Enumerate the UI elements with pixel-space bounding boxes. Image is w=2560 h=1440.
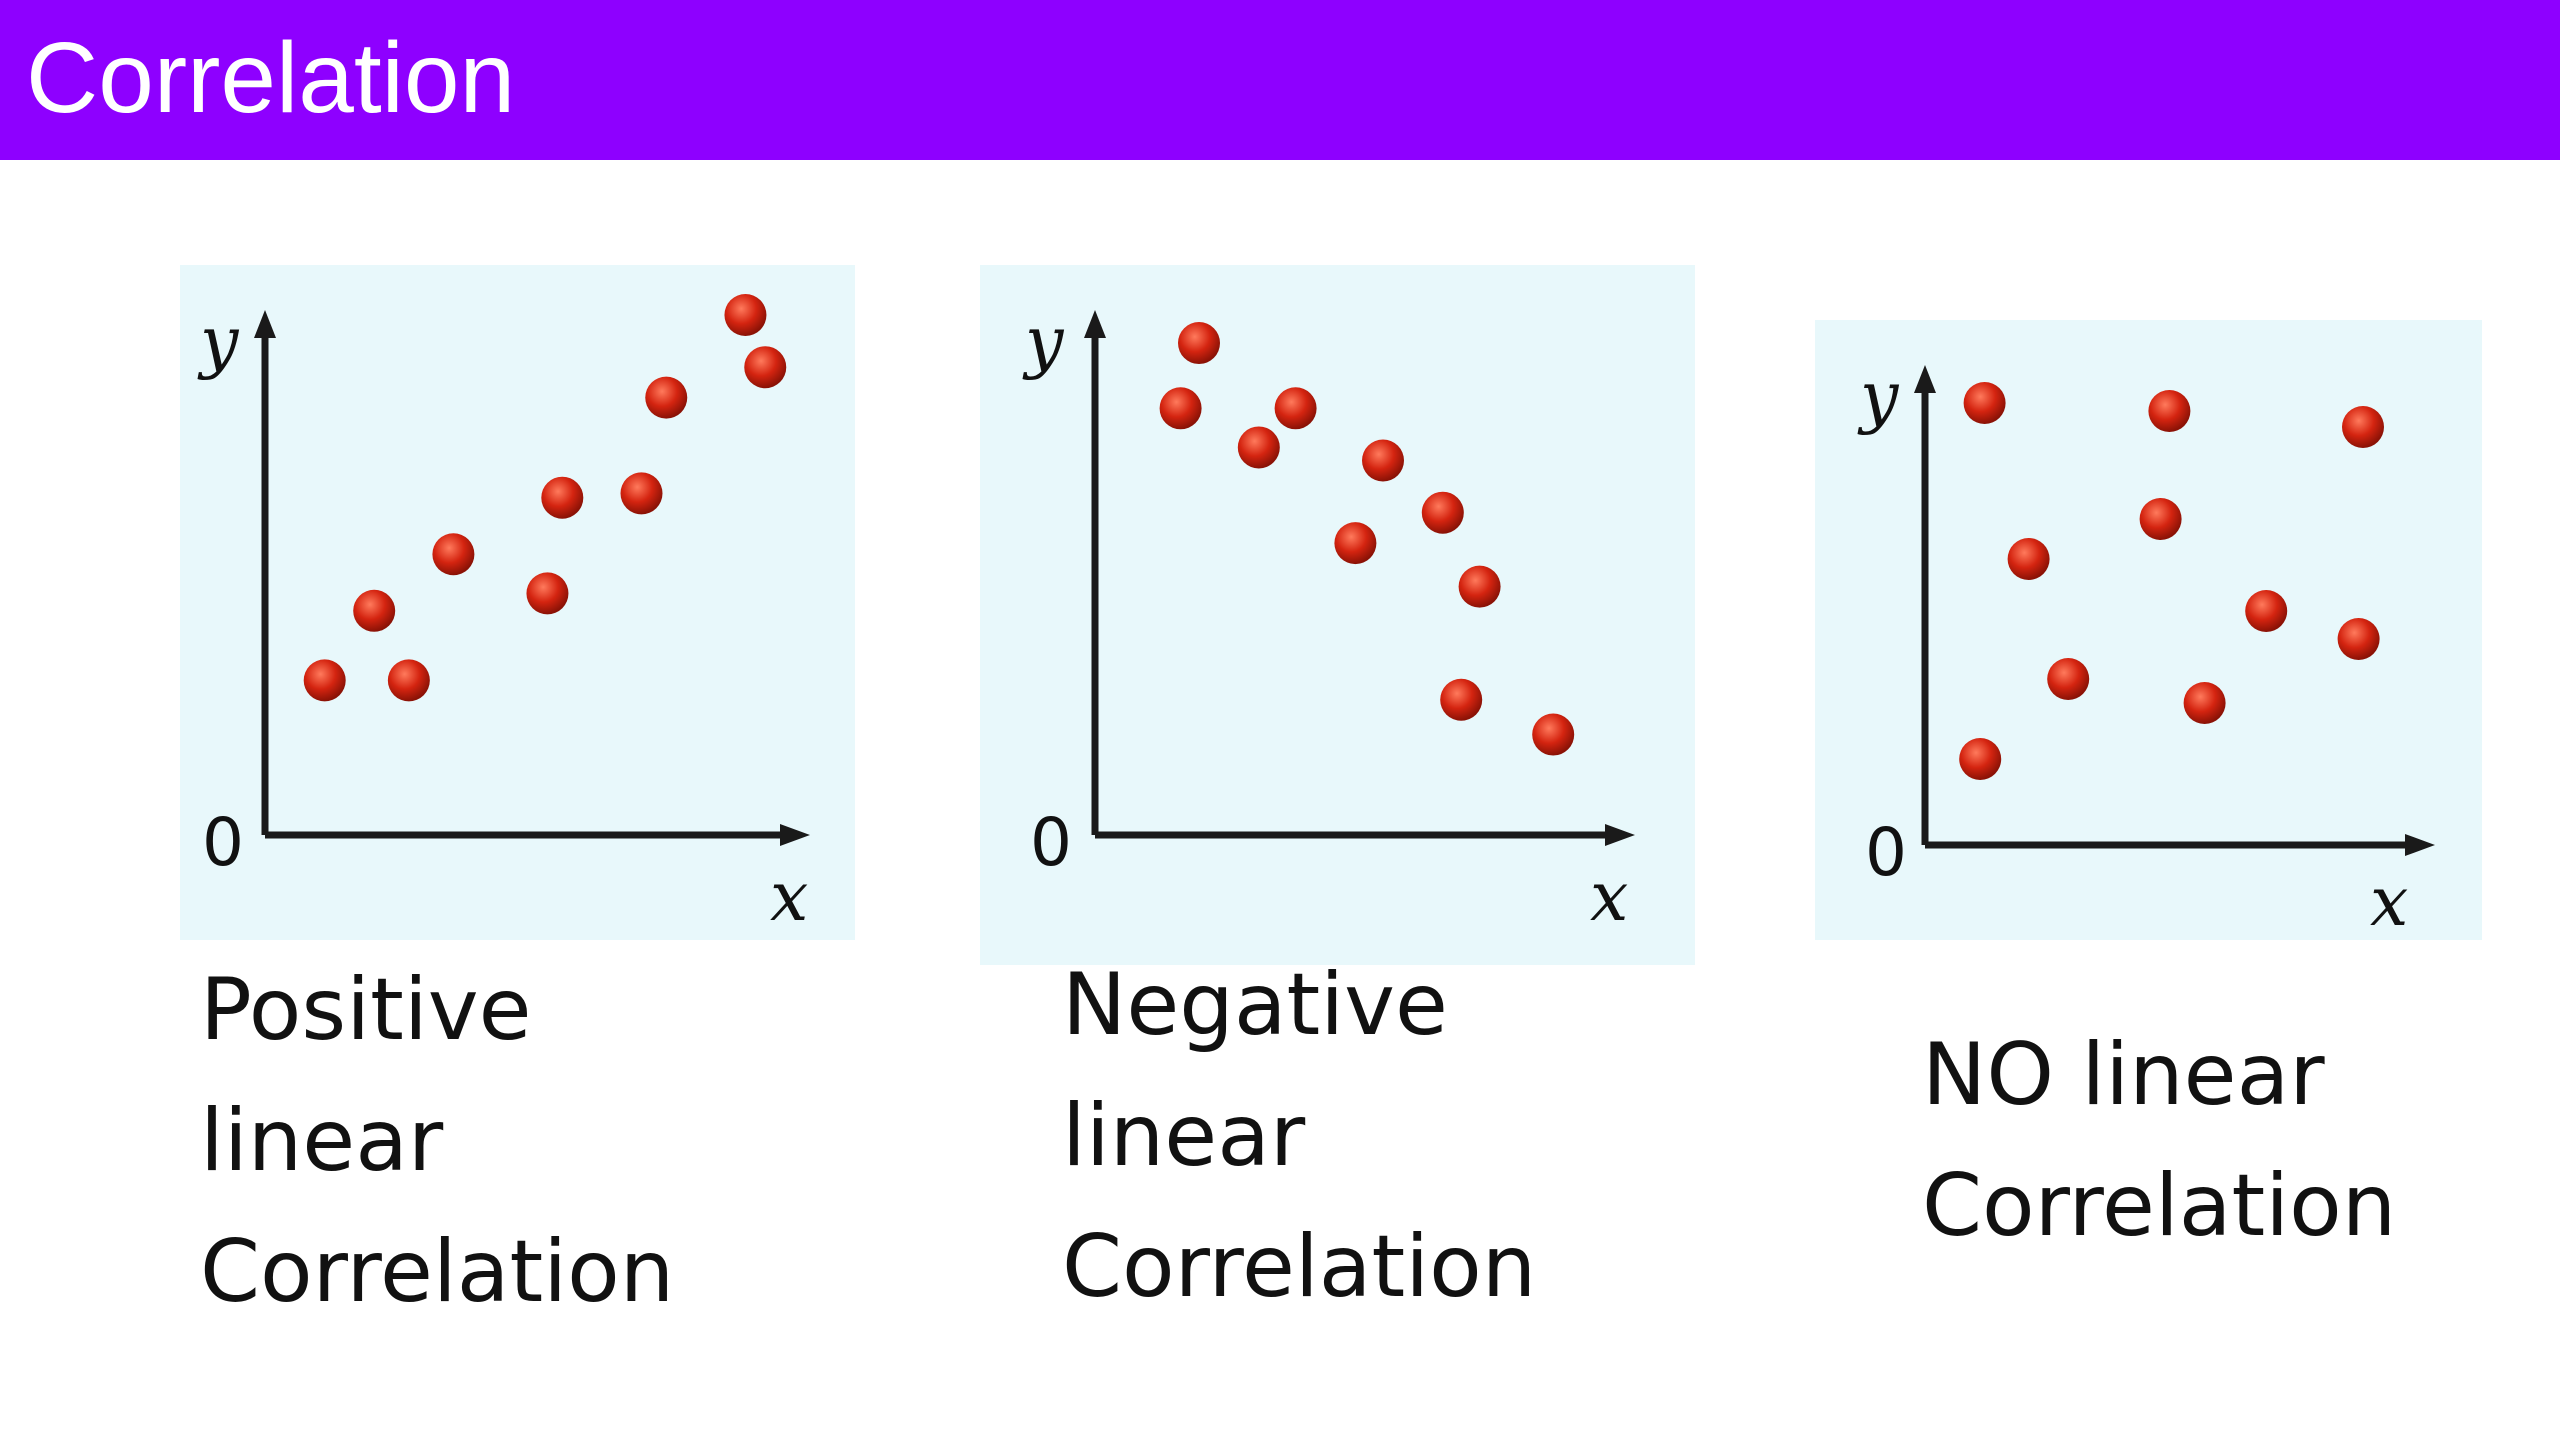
origin-label: 0 <box>1865 814 1907 891</box>
x-axis-arrow <box>1605 824 1635 846</box>
data-point <box>432 533 475 576</box>
data-point <box>1458 565 1501 608</box>
origin-label: 0 <box>1030 804 1072 881</box>
negative-correlation-chart: y x 0 <box>980 265 1695 965</box>
positive-correlation-chart: y x 0 <box>180 265 855 940</box>
data-point <box>526 572 569 615</box>
page-title: Correlation <box>26 22 516 134</box>
x-axis-arrow <box>2405 834 2435 856</box>
y-axis-arrow <box>1914 365 1936 393</box>
data-point <box>1421 491 1464 534</box>
y-axis-label: y <box>1857 358 1900 437</box>
caption-line: Positive <box>200 960 532 1060</box>
scatter-plot-svg: y x 0 <box>1815 320 2482 940</box>
data-point <box>387 659 430 702</box>
data-point <box>2245 590 2288 632</box>
x-axis-label: x <box>770 858 808 937</box>
y-axis-arrow <box>254 310 276 338</box>
caption-line: Negative <box>1062 955 1448 1055</box>
data-point <box>1362 439 1404 482</box>
plot-background <box>980 265 1695 965</box>
data-point <box>2047 658 2090 700</box>
no-correlation-chart: y x 0 <box>1815 320 2482 940</box>
data-point <box>2139 498 2182 540</box>
no-correlation-caption: NO linear Correlation <box>1922 1010 2396 1272</box>
data-point <box>1274 387 1317 430</box>
data-point <box>724 294 767 336</box>
data-point <box>1959 738 2002 780</box>
positive-correlation-caption: Positive linear Correlation <box>200 945 674 1338</box>
data-point <box>1963 382 2006 424</box>
x-axis-label: x <box>1590 858 1628 937</box>
caption-line: Correlation <box>1922 1156 2397 1256</box>
data-point <box>2183 682 2226 724</box>
plot-background <box>180 265 855 940</box>
data-point <box>620 472 663 515</box>
data-point <box>2342 406 2384 448</box>
data-point <box>2148 390 2191 432</box>
negative-correlation-caption: Negative linear Correlation <box>1062 940 1536 1333</box>
caption-line: Correlation <box>200 1222 675 1322</box>
data-point <box>2337 618 2380 660</box>
data-point <box>1159 387 1202 430</box>
y-axis-arrow <box>1084 310 1106 338</box>
y-axis-label: y <box>1022 303 1065 382</box>
scatter-plot-svg: y x 0 <box>180 265 855 940</box>
data-point <box>541 476 584 519</box>
data-point <box>1178 322 1220 365</box>
data-point <box>744 346 787 389</box>
data-point <box>1334 522 1377 565</box>
scatter-plot-svg: y x 0 <box>980 265 1695 965</box>
caption-line: linear <box>1062 1086 1306 1186</box>
x-axis-arrow <box>780 824 810 846</box>
x-axis-label: x <box>2370 863 2408 940</box>
data-point <box>1532 713 1575 756</box>
data-point <box>1237 426 1280 469</box>
caption-line: Correlation <box>1062 1217 1537 1317</box>
data-point <box>2007 538 2050 580</box>
data-point <box>303 659 346 702</box>
caption-line: NO linear <box>1922 1025 2325 1125</box>
caption-line: linear <box>200 1091 444 1191</box>
title-bar: Correlation <box>0 0 2560 160</box>
data-point <box>1440 678 1483 721</box>
y-axis-label: y <box>197 303 240 382</box>
data-point <box>645 376 688 419</box>
data-point <box>353 589 396 632</box>
origin-label: 0 <box>202 804 244 881</box>
